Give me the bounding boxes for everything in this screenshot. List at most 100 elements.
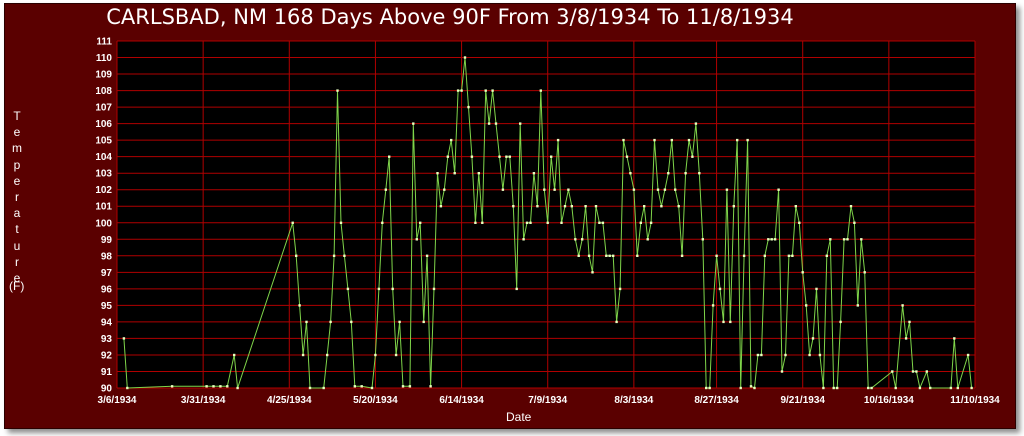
data-point — [756, 353, 760, 357]
data-point — [512, 205, 515, 208]
data-point — [636, 254, 639, 257]
data-point — [394, 353, 398, 357]
data-point — [649, 221, 653, 224]
data-point — [539, 89, 542, 92]
data-point — [856, 304, 859, 307]
data-point — [605, 254, 608, 257]
data-point — [301, 353, 305, 357]
data-point — [722, 320, 725, 324]
y-tick-label: 108 — [95, 86, 112, 97]
y-tick-label: 111 — [96, 37, 112, 48]
data-point — [780, 370, 784, 373]
data-point — [870, 386, 873, 390]
data-point — [295, 254, 298, 257]
data-point — [336, 89, 339, 92]
x-tick-label: 11/10/1934 — [950, 395, 1000, 406]
x-tick-label: 5/20/1934 — [353, 395, 398, 406]
data-point — [739, 386, 742, 390]
data-point — [746, 138, 749, 142]
data-point — [863, 271, 866, 274]
x-tick-label: 8/3/1934 — [614, 395, 653, 406]
data-point — [794, 205, 797, 208]
data-point — [522, 238, 525, 241]
data-point — [519, 122, 522, 125]
data-point — [667, 172, 670, 175]
data-point — [953, 337, 956, 340]
data-point — [860, 238, 863, 241]
data-point — [408, 385, 412, 388]
data-point — [350, 320, 353, 324]
y-tick-label: 94 — [101, 317, 113, 328]
data-point — [798, 221, 801, 224]
data-point — [825, 254, 828, 257]
data-point — [226, 385, 229, 388]
data-point — [498, 155, 501, 158]
data-point — [777, 188, 780, 191]
x-axis-label: Date — [506, 410, 532, 424]
data-point — [432, 287, 436, 291]
data-point — [587, 254, 591, 257]
data-point — [767, 238, 770, 241]
data-point — [970, 386, 973, 390]
data-point — [443, 188, 446, 191]
y-tick-label: 91 — [101, 367, 113, 378]
data-point — [398, 320, 401, 324]
data-point — [815, 287, 818, 291]
y-tick-label: 90 — [101, 384, 113, 395]
grid-lines — [116, 40, 976, 389]
data-point — [715, 254, 718, 257]
y-tick-label: 103 — [95, 169, 112, 180]
data-point — [773, 238, 777, 241]
data-point — [567, 188, 570, 191]
data-point — [911, 370, 915, 373]
data-point — [477, 172, 480, 175]
data-point — [456, 89, 460, 92]
x-tick-label: 6/14/1934 — [439, 395, 484, 406]
data-point — [708, 386, 711, 390]
x-tick-label: 10/16/1934 — [864, 395, 914, 406]
data-point — [915, 370, 918, 373]
data-point — [329, 320, 332, 324]
data-point — [656, 188, 660, 191]
data-point — [836, 386, 839, 390]
data-point — [705, 386, 708, 390]
y-tick-label: 109 — [95, 70, 112, 81]
x-tick-label: 4/25/1934 — [267, 395, 312, 406]
data-point — [725, 188, 729, 191]
data-point — [170, 385, 174, 388]
data-point — [401, 385, 405, 388]
data-point — [818, 353, 822, 357]
data-point — [601, 221, 605, 224]
data-point — [894, 386, 897, 390]
data-point — [846, 238, 849, 241]
data-point — [632, 188, 636, 191]
data-point — [332, 254, 336, 257]
y-tick-label: 96 — [101, 284, 113, 295]
data-point — [684, 172, 687, 175]
data-point — [219, 385, 222, 388]
data-point — [233, 353, 236, 357]
data-point — [639, 221, 642, 224]
data-point — [381, 221, 384, 224]
data-point — [453, 172, 456, 175]
data-point — [505, 155, 508, 158]
data-point — [615, 320, 618, 324]
data-point — [419, 221, 422, 224]
y-tick-label: 95 — [101, 301, 113, 312]
data-point — [126, 386, 129, 390]
data-point — [360, 385, 363, 388]
data-point — [839, 320, 842, 324]
data-point — [574, 238, 577, 241]
plot-area — [117, 41, 975, 388]
x-tick-labels: 3/6/1934 3/31/1934 4/25/1934 5/20/1934 6/14/… — [98, 395, 1001, 406]
data-point — [618, 287, 622, 291]
data-point — [463, 56, 467, 59]
data-point — [353, 385, 356, 388]
data-point — [594, 205, 598, 208]
data-point — [908, 320, 911, 324]
data-point — [508, 155, 511, 158]
data-point — [467, 105, 470, 109]
data-point — [460, 89, 463, 92]
data-point — [867, 386, 870, 390]
y-axis-label: T e m p e r a t u r e — [12, 109, 22, 286]
